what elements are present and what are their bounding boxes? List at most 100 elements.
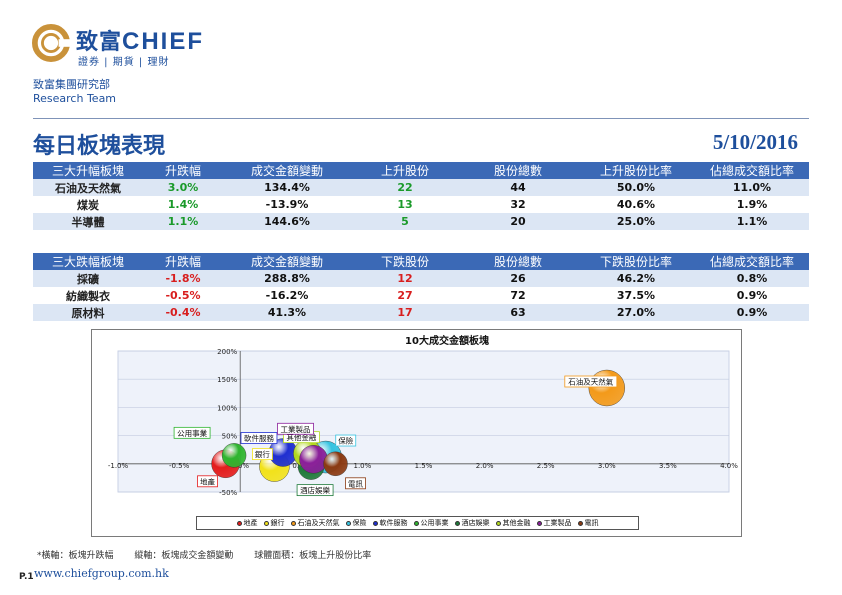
- total-count-cell: 20: [459, 213, 577, 230]
- bubble-10: [323, 451, 348, 477]
- rising-count-cell: 22: [351, 179, 459, 196]
- total-count-cell: 72: [459, 287, 577, 304]
- table-header-row: 三大升幅板塊 升跌幅 成交金額變動 上升股份 股份總數 上升股份比率 佔總成交額…: [33, 162, 809, 179]
- data-label-box: [197, 475, 218, 488]
- legend-item: 石油及天然氣: [290, 518, 340, 528]
- sector-name: 煤炭: [33, 196, 143, 213]
- ratio-cell: 25.0%: [577, 213, 695, 230]
- falling-count-cell: 12: [351, 270, 459, 287]
- data-label-box: [277, 422, 314, 435]
- x-tick-label: 2.0%: [476, 462, 494, 470]
- brand-name: 致富CHIEF: [76, 24, 204, 56]
- legend-marker-icon: [345, 520, 351, 526]
- data-label: 公用事業: [177, 428, 207, 438]
- note-x-axis: *橫軸：板塊升跌幅: [37, 551, 114, 561]
- data-label-box: [296, 484, 334, 497]
- legend-item: 其他金融: [495, 518, 531, 528]
- column-header: 股份總數: [459, 162, 577, 179]
- legend-label: 酒店娛樂: [461, 519, 490, 527]
- column-header: 三大升幅板塊: [33, 162, 143, 179]
- data-label: 軟件服務: [244, 433, 274, 443]
- column-header: 股份總數: [459, 253, 577, 270]
- x-tick-label: 3.5%: [659, 462, 677, 470]
- change-cell: 3.0%: [143, 179, 223, 196]
- x-tick-label: 4.0%: [720, 462, 738, 470]
- y-tick-label: 200%: [217, 348, 237, 356]
- data-label: 保險: [338, 436, 353, 446]
- department-block: 致富集團研究部 Research Team: [33, 78, 116, 106]
- chief-logo-icon: [32, 24, 70, 62]
- legend-item: 銀行: [263, 518, 285, 528]
- change-cell: -1.8%: [143, 270, 223, 287]
- legend-marker-icon: [413, 520, 419, 526]
- y-tick-label: 100%: [217, 404, 237, 412]
- share-cell: 11.0%: [695, 179, 809, 196]
- change-cell: -0.5%: [143, 287, 223, 304]
- column-header: 上升股份比率: [577, 162, 695, 179]
- y-tick-label: 50%: [222, 433, 238, 441]
- total-count-cell: 63: [459, 304, 577, 321]
- data-label-box: [240, 432, 278, 444]
- data-label-box: [564, 375, 618, 388]
- x-tick-label: -1.0%: [108, 462, 129, 470]
- turnover-change-cell: 134.4%: [223, 179, 351, 196]
- total-count-cell: 32: [459, 196, 577, 213]
- rising-count-cell: 13: [351, 196, 459, 213]
- ratio-cell: 50.0%: [577, 179, 695, 196]
- column-header: 成交金額變動: [223, 162, 351, 179]
- column-header: 佔總成交額比率: [695, 162, 809, 179]
- data-label: 石油及天然氣: [568, 376, 613, 386]
- ratio-cell: 37.5%: [577, 287, 695, 304]
- note-y-axis: 縱軸：板塊成交金額變動: [134, 551, 234, 561]
- turnover-change-cell: -13.9%: [223, 196, 351, 213]
- brand-name-cn: 致富: [76, 30, 123, 55]
- data-label: 酒店娛樂: [300, 485, 330, 495]
- data-label-box: [335, 434, 357, 447]
- chart-notes: *橫軸：板塊升跌幅 縱軸：板塊成交金額變動 球體面積：板塊上升股份比率: [37, 548, 389, 561]
- change-cell: 1.1%: [143, 213, 223, 230]
- share-cell: 0.9%: [695, 304, 809, 321]
- share-cell: 0.8%: [695, 270, 809, 287]
- brand-logo: 致富CHIEF 證券 | 期貨 | 理財: [32, 22, 242, 68]
- legend-marker-icon: [577, 520, 583, 526]
- column-header: 升跌幅: [143, 253, 223, 270]
- change-cell: -0.4%: [143, 304, 223, 321]
- legend-item: 公用事業: [413, 518, 449, 528]
- legend-marker-icon: [495, 520, 501, 526]
- website-link[interactable]: www.chiefgroup.com.hk: [34, 567, 169, 580]
- data-label-box: [173, 426, 211, 439]
- column-header: 上升股份: [351, 162, 459, 179]
- legend-marker-icon: [290, 520, 296, 526]
- turnover-change-cell: -16.2%: [223, 287, 351, 304]
- data-label-box: [252, 448, 273, 461]
- column-header: 佔總成交額比率: [695, 253, 809, 270]
- header-divider: [33, 118, 809, 119]
- legend-label: 保險: [352, 519, 367, 527]
- legend-label: 工業製品: [543, 519, 572, 527]
- x-tick-label: 2.5%: [537, 462, 555, 470]
- share-cell: 1.9%: [695, 196, 809, 213]
- data-label: 其他金融: [286, 432, 316, 442]
- page-title: 每日板塊表現: [33, 133, 166, 159]
- share-cell: 0.9%: [695, 287, 809, 304]
- chart-legend: 地產 銀行 石油及天然氣 保險 軟件服務 公用事業 酒店娛樂 其他金融 工業製品 電訊: [196, 516, 639, 530]
- legend-label: 銀行: [270, 519, 285, 527]
- bubble-6: [221, 443, 247, 468]
- legend-marker-icon: [372, 520, 378, 526]
- legend-item: 軟件服務: [372, 518, 408, 528]
- bubble-3: [588, 369, 625, 407]
- note-bubble-size: 球體面積：板塊上升股份比率: [254, 551, 372, 561]
- table-row: 半導體 1.1% 144.6% 5 20 25.0% 1.1%: [33, 213, 809, 230]
- report-date: 5/10/2016: [712, 130, 798, 154]
- top-losers-table: 三大跌幅板塊 升跌幅 成交金額變動 下跌股份 股份總數 下跌股份比率 佔總成交額…: [33, 253, 809, 321]
- ratio-cell: 46.2%: [577, 270, 695, 287]
- legend-item: 酒店娛樂: [454, 518, 490, 528]
- sector-name: 紡織製衣: [33, 287, 143, 304]
- falling-count-cell: 17: [351, 304, 459, 321]
- legend-item: 電訊: [577, 518, 599, 528]
- column-header: 下跌股份: [351, 253, 459, 270]
- legend-label: 公用事業: [420, 519, 449, 527]
- table-row: 採礦 -1.8% 288.8% 12 26 46.2% 0.8%: [33, 270, 809, 287]
- data-label-box: [345, 477, 366, 490]
- plot-area: [117, 350, 730, 493]
